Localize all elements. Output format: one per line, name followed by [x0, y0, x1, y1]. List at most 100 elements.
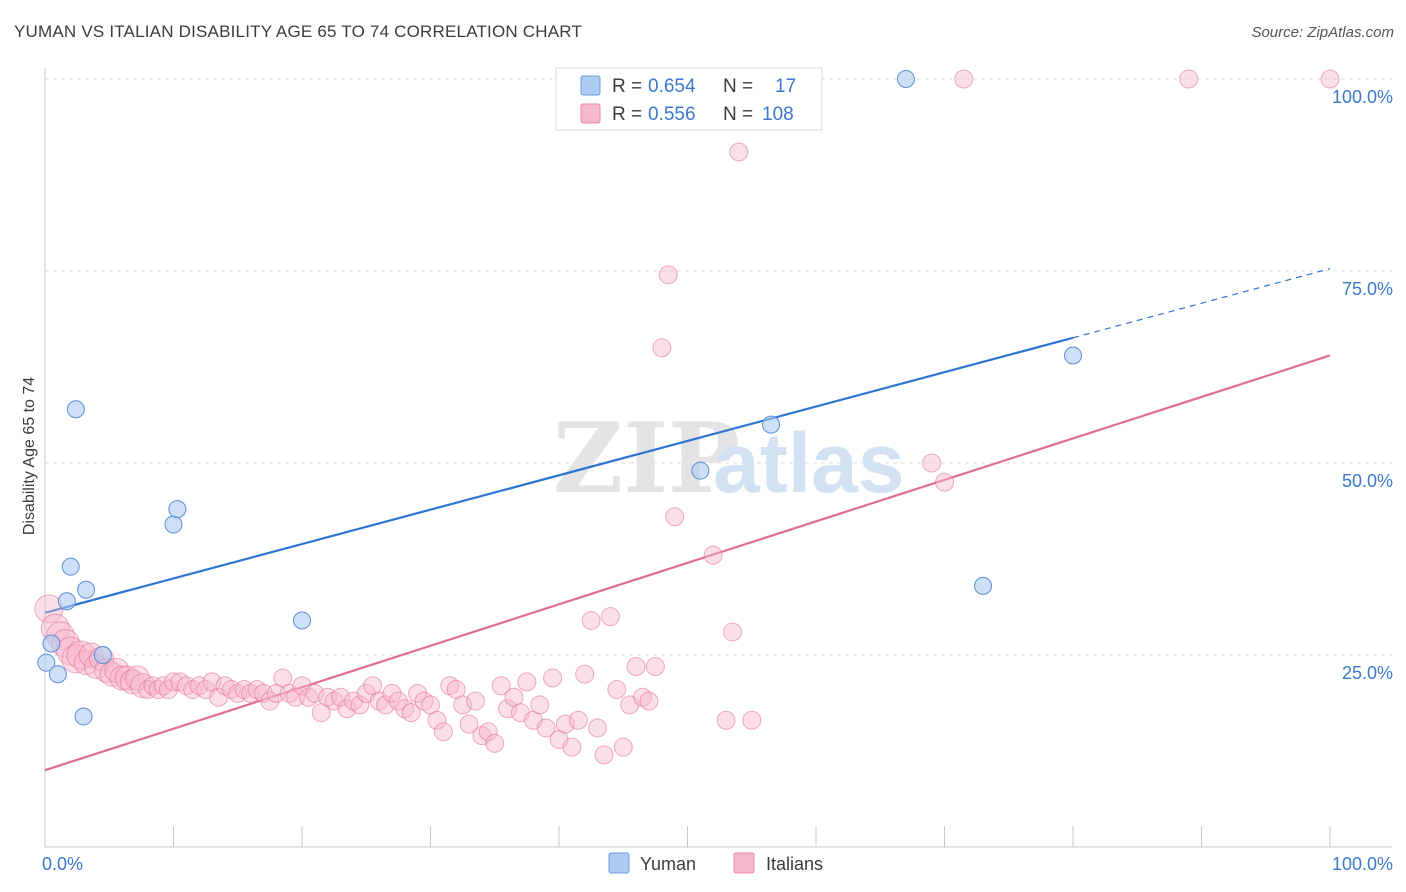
yuman-point-4 [61, 557, 80, 576]
italians-point-65 [427, 710, 447, 730]
italians-points [34, 69, 1340, 765]
y-tick-label-2: 75.0% [1342, 279, 1393, 299]
italians-point-75 [491, 676, 511, 696]
yuman-point-16 [1064, 346, 1082, 365]
yuman-point-1 [48, 665, 67, 684]
italians-point-104 [716, 710, 736, 730]
italians-point-109 [935, 472, 954, 492]
yuman-point-0 [37, 653, 56, 672]
y-tick-labels: 25.0% 50.0% 75.0% 100.0% [1332, 87, 1393, 683]
italians-point-57 [376, 695, 396, 715]
yuman-point-14 [896, 70, 915, 88]
italians-point-19 [138, 680, 158, 700]
italians-point-83 [543, 668, 563, 688]
italians-point-14 [109, 665, 135, 691]
italians-point-86 [562, 737, 582, 757]
italians-point-62 [408, 683, 428, 703]
axes [44, 68, 1392, 848]
yuman-trend-extension [1072, 268, 1331, 339]
italians-point-46 [305, 683, 325, 703]
italians-point-81 [530, 695, 550, 715]
legend-italians-r-label: R = [612, 104, 642, 125]
italians-point-73 [478, 722, 498, 742]
x-tick-labels: 0.0% 100.0% [42, 854, 1393, 874]
italians-point-71 [465, 691, 485, 711]
italians-point-51 [337, 699, 357, 719]
yuman-point-15 [974, 576, 993, 595]
legend-italians-n-value: 108 [762, 104, 794, 125]
italians-point-89 [581, 610, 601, 630]
italians-point-12 [99, 661, 125, 687]
italians-point-111 [954, 69, 974, 89]
italians-point-24 [164, 672, 183, 692]
y-axis-label: Disability Age 65 to 74 [21, 377, 38, 535]
italians-point-74 [485, 733, 505, 753]
italians-point-107 [729, 142, 749, 162]
italians-point-103 [722, 622, 742, 642]
yuman-point-5 [66, 400, 85, 419]
italians-point-50 [331, 687, 351, 707]
legend-yuman-r-label: R = [612, 76, 642, 97]
y-tick-label-3: 100.0% [1332, 87, 1393, 107]
yuman-point-9 [164, 515, 183, 534]
italians-point-106 [658, 265, 678, 285]
italians-point-76 [498, 699, 518, 719]
watermark-zip: ZIP [553, 402, 740, 515]
legend-swatch-yuman [580, 75, 601, 96]
legend-stats: R = 0.654 N = 17 R = 0.556 N = 108 [555, 67, 823, 131]
watermark: ZIP atlas [553, 402, 904, 515]
italians-point-58 [382, 683, 402, 703]
grid-lines [45, 78, 1392, 656]
italians-point-17 [125, 665, 151, 691]
bottom-legend-swatch-italians [733, 852, 755, 874]
italians-point-92 [600, 607, 620, 627]
italians-point-100 [652, 338, 672, 358]
legend-italians-n-label: N = [723, 104, 753, 125]
italians-point-20 [143, 676, 163, 696]
italians-point-105 [742, 710, 762, 730]
yuman-point-12 [691, 461, 710, 480]
italians-point-94 [613, 737, 633, 757]
bottom-legend-italians: Italians [766, 854, 823, 874]
italians-point-69 [453, 695, 473, 715]
italians-point-15 [114, 665, 140, 691]
watermark-atlas: atlas [713, 416, 904, 510]
italians-point-82 [536, 718, 556, 738]
italians-point-96 [626, 657, 646, 677]
legend-series: Yuman Italians [608, 852, 823, 874]
italians-point-21 [148, 680, 168, 700]
y-tick-label-0: 25.0% [1342, 663, 1393, 683]
italians-point-39 [260, 691, 280, 711]
legend-yuman-n-label: N = [723, 76, 753, 97]
italians-point-101 [665, 507, 685, 527]
italians-point-59 [388, 691, 408, 711]
italians-point-70 [459, 714, 479, 734]
italians-point-61 [401, 703, 421, 723]
italians-point-102 [703, 545, 723, 565]
x-tick-label-0: 0.0% [42, 854, 83, 874]
italians-point-98 [639, 691, 659, 711]
italians-point-112 [1179, 69, 1199, 89]
yuman-point-11 [293, 611, 311, 630]
yuman-point-3 [57, 592, 76, 611]
bottom-legend-yuman: Yuman [640, 854, 696, 874]
italians-point-90 [588, 718, 608, 738]
italians-point-110 [922, 453, 942, 473]
bottom-legend-swatch-yuman [608, 852, 630, 874]
legend-yuman-n-value: 17 [775, 76, 796, 97]
legend-swatch-italians [580, 103, 601, 124]
yuman-point-7 [93, 646, 112, 664]
yuman-point-13 [762, 415, 781, 434]
source-label: Source: ZipAtlas.com [1251, 24, 1394, 41]
chart-title: YUMAN VS ITALIAN DISABILITY AGE 65 TO 74… [14, 22, 583, 41]
yuman-point-10 [168, 500, 187, 519]
x-tick-label-1: 100.0% [1332, 854, 1393, 874]
legend-yuman-r-value: 0.654 [648, 76, 696, 97]
italians-point-66 [433, 722, 453, 742]
italians-point-53 [350, 695, 370, 715]
italians-point-113 [1320, 69, 1340, 89]
yuman-trend-line [44, 336, 1074, 614]
italians-point-93 [607, 680, 627, 700]
italians-point-88 [575, 664, 595, 684]
